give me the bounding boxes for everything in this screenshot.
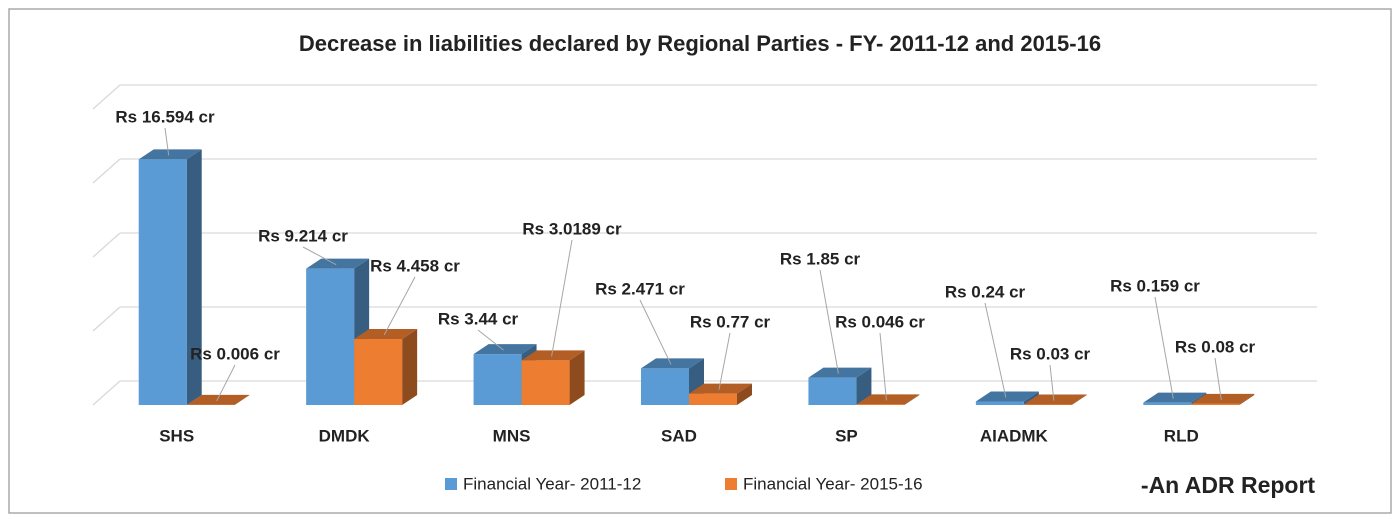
chart-title: Decrease in liabilities declared by Regi… bbox=[299, 31, 1101, 56]
leader-line bbox=[879, 332, 887, 401]
grid-line-side bbox=[92, 232, 121, 258]
legend-swatch bbox=[445, 478, 457, 490]
bar bbox=[1143, 402, 1192, 405]
bar-top bbox=[186, 394, 250, 405]
bar-top bbox=[521, 350, 585, 361]
bar-top bbox=[641, 358, 704, 369]
bar-side bbox=[186, 149, 202, 405]
bar bbox=[856, 404, 905, 405]
bar-top bbox=[975, 391, 1039, 402]
value-label: Rs 0.08 cr bbox=[1175, 337, 1256, 356]
leader-line bbox=[1049, 364, 1055, 401]
bar-side bbox=[856, 367, 872, 405]
leader-line bbox=[718, 332, 731, 390]
bar-top bbox=[808, 367, 872, 378]
bar-side bbox=[569, 350, 585, 405]
bar-side bbox=[402, 329, 418, 405]
leader-line bbox=[383, 276, 416, 336]
leader-line bbox=[639, 299, 672, 365]
value-label: Rs 0.159 cr bbox=[1110, 276, 1200, 295]
value-label: Rs 3.0189 cr bbox=[522, 219, 622, 238]
value-label: Rs 3.44 cr bbox=[438, 309, 519, 328]
bar-top bbox=[856, 394, 920, 405]
bar bbox=[138, 159, 187, 405]
bar-top bbox=[689, 383, 752, 394]
bar-top bbox=[1023, 394, 1087, 405]
bar-side bbox=[1023, 391, 1039, 405]
legend-label: Financial Year- 2011-12 bbox=[463, 474, 641, 493]
chart-frame bbox=[8, 8, 1392, 514]
bar bbox=[306, 268, 355, 405]
value-label: Rs 1.85 cr bbox=[780, 249, 861, 268]
value-label: Rs 0.77 cr bbox=[690, 312, 771, 331]
bar-top bbox=[1191, 393, 1255, 404]
leader-line bbox=[819, 269, 839, 374]
leader-line bbox=[551, 239, 573, 357]
bar-side bbox=[1071, 394, 1087, 405]
x-tick-label: DMDK bbox=[319, 426, 371, 445]
legend-swatch bbox=[725, 478, 737, 490]
value-label: Rs 0.24 cr bbox=[945, 282, 1026, 301]
bar-top bbox=[354, 329, 418, 340]
grid-line-side bbox=[92, 380, 121, 406]
bar-top bbox=[1143, 392, 1207, 403]
annotation: -An ADR Report bbox=[1141, 472, 1316, 498]
bar bbox=[1191, 403, 1240, 405]
leader-line bbox=[164, 127, 170, 156]
bar bbox=[521, 360, 570, 405]
value-label: Rs 9.214 cr bbox=[258, 226, 348, 245]
leader-line bbox=[1214, 357, 1222, 400]
bar-side bbox=[1239, 393, 1255, 405]
x-tick-label: SHS bbox=[159, 426, 194, 445]
bar-side bbox=[737, 383, 752, 405]
leader-line bbox=[984, 302, 1007, 398]
bar bbox=[354, 339, 403, 405]
grid-line-side bbox=[92, 306, 121, 332]
x-tick-label: SAD bbox=[661, 426, 697, 445]
bar bbox=[975, 401, 1024, 405]
value-label: Rs 2.471 cr bbox=[595, 279, 685, 298]
grid-line-side bbox=[92, 158, 121, 184]
x-tick-label: MNS bbox=[493, 426, 531, 445]
x-tick-label: RLD bbox=[1164, 426, 1199, 445]
leader-line bbox=[216, 364, 236, 402]
grid-line-side bbox=[92, 84, 121, 110]
leader-line bbox=[302, 246, 337, 266]
bar bbox=[689, 393, 737, 405]
value-label: Rs 0.006 cr bbox=[190, 344, 280, 363]
bar-top bbox=[138, 149, 202, 160]
value-label: Rs 0.046 cr bbox=[835, 312, 925, 331]
bar bbox=[808, 377, 857, 405]
bar-side bbox=[234, 394, 250, 405]
value-label: Rs 4.458 cr bbox=[370, 256, 460, 275]
value-label: Rs 0.03 cr bbox=[1010, 344, 1091, 363]
leader-line bbox=[477, 329, 504, 351]
legend-label: Financial Year- 2015-16 bbox=[743, 474, 923, 493]
bar-top bbox=[473, 344, 537, 355]
leader-line bbox=[1154, 296, 1174, 399]
bar bbox=[473, 354, 522, 405]
bar-side bbox=[904, 394, 920, 405]
x-tick-label: SP bbox=[835, 426, 858, 445]
bar bbox=[641, 368, 689, 405]
x-tick-label: AIADMK bbox=[980, 426, 1049, 445]
value-label: Rs 16.594 cr bbox=[115, 107, 215, 126]
bar-top bbox=[306, 258, 370, 269]
